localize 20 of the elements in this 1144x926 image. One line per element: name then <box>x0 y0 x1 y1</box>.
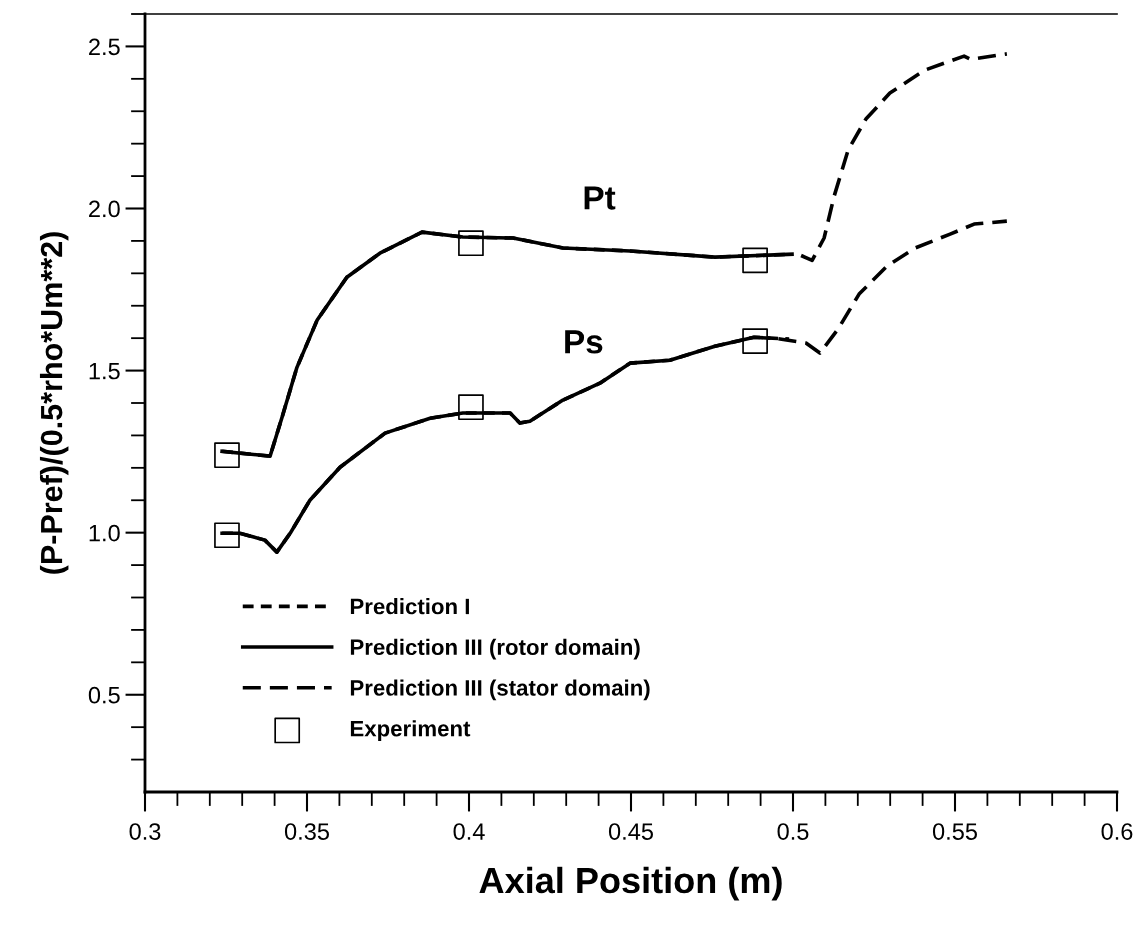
y-tick-label: 0.5 <box>88 686 120 704</box>
x-tick-label: 0.45 <box>608 823 653 840</box>
x-tick-label: 0.3 <box>129 823 161 840</box>
x-axis-title: Axial Position (m) <box>479 866 782 901</box>
y-tick-label: 1.0 <box>89 524 120 542</box>
legend-label: Prediction III (rotor domain) <box>350 638 640 660</box>
x-tick-label: 0.55 <box>932 823 977 840</box>
x-tick-label: 0.35 <box>284 823 329 840</box>
x-tick-label: 0.5 <box>777 823 809 840</box>
y-axis-title: (P-Pref)/(0.5*rho*Um**2) <box>39 232 69 574</box>
x-tick-label: 0.6 <box>1101 823 1133 840</box>
legend-label: Prediction I <box>350 598 469 615</box>
y-tick-label: 1.5 <box>89 362 120 380</box>
annotation: Pt <box>584 186 616 210</box>
legend-label: Experiment <box>350 720 471 741</box>
y-tick-label: 2.5 <box>89 38 120 56</box>
y-tick-label: 2.0 <box>89 200 120 218</box>
annotation: Ps <box>565 330 603 354</box>
x-tick-label: 0.4 <box>453 823 485 840</box>
legend-label: Prediction III (stator domain) <box>350 679 650 701</box>
